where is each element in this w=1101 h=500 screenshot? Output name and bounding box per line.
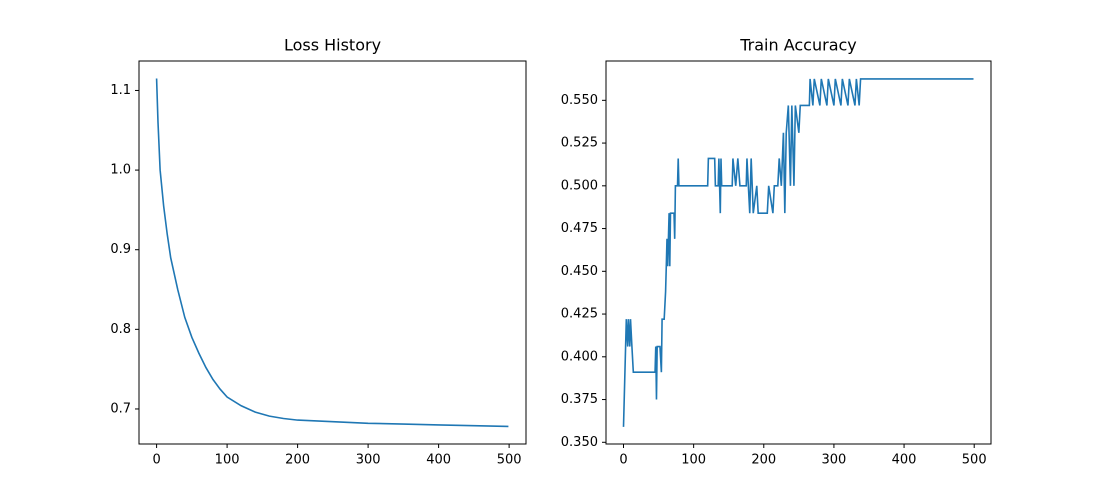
y-tick-label: 0.8	[110, 322, 131, 337]
chart-title: Train Accuracy	[739, 36, 857, 55]
y-tick-label: 1.0	[110, 163, 131, 178]
x-tick-label: 100	[681, 453, 706, 468]
x-tick-label: 500	[962, 453, 987, 468]
x-tick-label: 200	[751, 453, 776, 468]
x-tick-label: 300	[822, 453, 847, 468]
chart-title: Loss History	[284, 36, 381, 55]
y-tick-label: 0.550	[561, 93, 598, 108]
x-tick-label: 0	[152, 453, 160, 468]
y-tick-label: 0.9	[110, 242, 131, 257]
x-tick-label: 0	[619, 453, 627, 468]
y-tick-label: 0.450	[561, 264, 598, 279]
y-tick-label: 0.525	[561, 136, 598, 151]
y-tick-label: 1.1	[110, 83, 131, 98]
x-tick-label: 100	[215, 453, 240, 468]
axes-frame	[605, 60, 992, 445]
y-tick-label: 0.475	[561, 221, 598, 236]
y-tick-label: 0.350	[561, 435, 598, 450]
y-tick-label: 0.500	[561, 178, 598, 193]
x-tick-label: 400	[426, 453, 451, 468]
x-tick-label: 500	[497, 453, 522, 468]
x-tick-label: 300	[356, 453, 381, 468]
y-tick-label: 0.7	[110, 401, 131, 416]
y-tick-label: 0.375	[561, 392, 598, 407]
y-tick-label: 0.400	[561, 349, 598, 364]
loss-line	[155, 78, 509, 428]
axes-frame	[138, 60, 527, 445]
y-tick-label: 0.425	[561, 307, 598, 322]
loss-line	[622, 78, 974, 427]
x-tick-label: 200	[285, 453, 310, 468]
x-tick-label: 400	[892, 453, 917, 468]
